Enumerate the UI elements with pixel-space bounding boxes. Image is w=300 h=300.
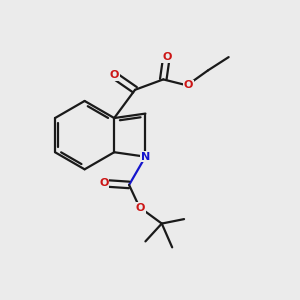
Text: N: N	[141, 152, 150, 162]
Text: O: O	[135, 203, 145, 213]
Text: O: O	[184, 80, 193, 90]
Text: O: O	[99, 178, 109, 188]
Text: O: O	[110, 70, 119, 80]
Text: O: O	[162, 52, 172, 62]
